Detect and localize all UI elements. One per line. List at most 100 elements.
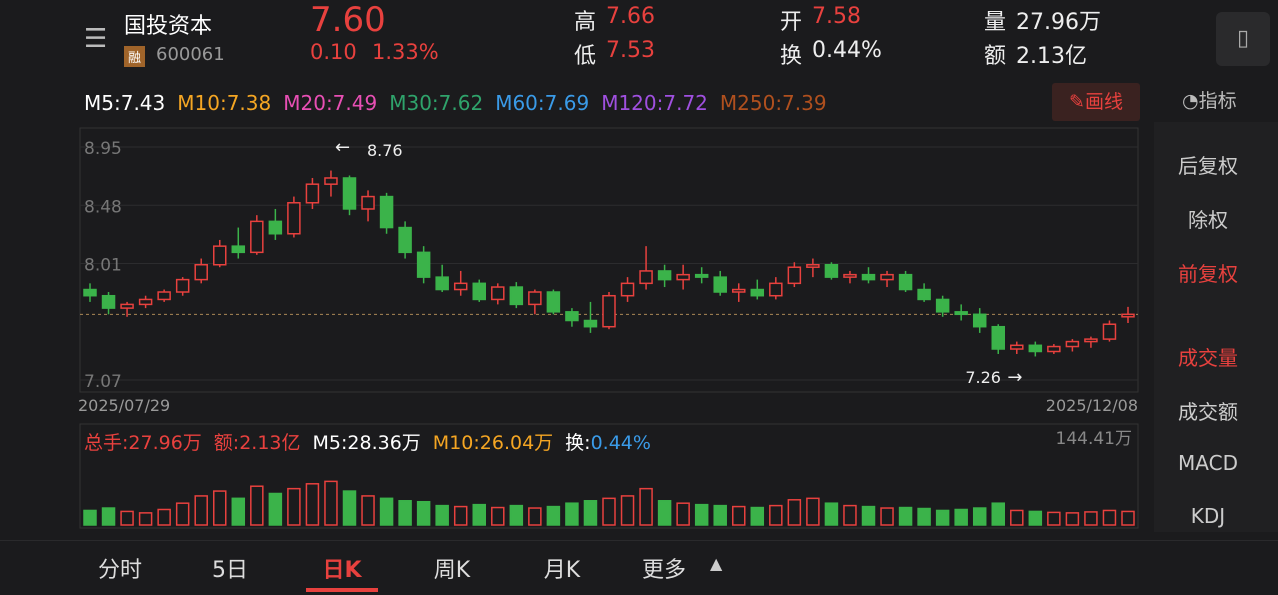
volume-bar bbox=[1028, 510, 1043, 526]
candle-body bbox=[1028, 344, 1043, 353]
stat-label: 量 bbox=[984, 10, 1007, 35]
side-item[interactable]: 前复权 bbox=[1178, 262, 1238, 286]
candle-body bbox=[657, 270, 672, 281]
candle-body bbox=[416, 251, 431, 278]
indicator[interactable]: ◔指标 bbox=[1182, 90, 1237, 112]
ma-item: M250:7.39 bbox=[719, 91, 827, 115]
volume-bar bbox=[398, 500, 412, 526]
tab[interactable]: 周K bbox=[433, 558, 471, 583]
candle-body bbox=[880, 273, 894, 281]
volume-bar bbox=[361, 495, 375, 526]
candle-body bbox=[713, 276, 727, 293]
volume-bar bbox=[435, 504, 449, 526]
candle-body bbox=[861, 273, 876, 281]
code: 600061 bbox=[156, 44, 225, 65]
tab[interactable]: 月K bbox=[543, 558, 581, 583]
candle-body bbox=[361, 195, 375, 210]
tab-bar bbox=[0, 540, 1278, 595]
side-item[interactable]: 成交额 bbox=[1178, 400, 1238, 424]
ma-legend: M5:7.43 M10:7.38 M20:7.49 M30:7.62 M60:7.69 M… bbox=[84, 91, 839, 115]
volume-bar bbox=[732, 505, 746, 526]
volume-bar bbox=[509, 504, 524, 526]
volume-legend-item: M10:26.04万 bbox=[432, 432, 554, 454]
ma-item: M60:7.69 bbox=[495, 91, 590, 115]
candle-body bbox=[83, 288, 97, 297]
candle-body bbox=[769, 282, 783, 297]
volume-bar bbox=[583, 500, 598, 526]
stat-label: 高 bbox=[574, 10, 597, 35]
chart: 8.95 8.48 8.01 7.07 8.76 ← 7.26 → 2025/07/29 2025… bbox=[78, 127, 1139, 529]
volume-bar bbox=[1065, 512, 1080, 526]
draw-label: 画线 bbox=[1084, 91, 1123, 113]
stat-value: 7.58 bbox=[812, 4, 861, 29]
menu-icon[interactable]: ☰ bbox=[84, 24, 108, 54]
volume-bar bbox=[991, 502, 1005, 526]
y-tick-label: 8.48 bbox=[84, 197, 122, 217]
candle-body bbox=[194, 263, 208, 281]
candle-body bbox=[954, 311, 968, 316]
volume-legend-item: 额:2.13亿 bbox=[213, 432, 301, 454]
y-tick-label: 7.07 bbox=[84, 372, 122, 392]
ma-item: M30:7.62 bbox=[389, 91, 484, 115]
candle-body bbox=[268, 220, 283, 235]
volume-bar bbox=[213, 490, 227, 526]
y-tick-label: 8.01 bbox=[84, 256, 122, 276]
volume-legend-item: 0.44% bbox=[590, 432, 651, 454]
tab[interactable]: 日K bbox=[322, 558, 362, 583]
stat-label: 低 bbox=[574, 44, 597, 69]
candle-body bbox=[101, 294, 116, 309]
candle-body bbox=[1047, 345, 1061, 353]
candle-body bbox=[732, 288, 746, 293]
volume-legend-item: 换: bbox=[565, 432, 591, 454]
side-item[interactable]: 成交量 bbox=[1178, 346, 1238, 370]
candle-body bbox=[917, 288, 931, 301]
candle-body bbox=[175, 278, 190, 293]
stat-value: 7.53 bbox=[606, 38, 655, 63]
volume-bar bbox=[917, 507, 931, 526]
ma-item: M20:7.49 bbox=[283, 91, 378, 115]
volume-bar bbox=[101, 507, 116, 526]
indicator-label: 指标 bbox=[1198, 90, 1237, 112]
tab[interactable]: 5日 bbox=[212, 558, 248, 583]
volume-bar bbox=[676, 502, 690, 526]
volume-bar bbox=[843, 504, 857, 526]
candle-body bbox=[231, 245, 246, 254]
candle-body bbox=[398, 226, 412, 254]
volume-bar bbox=[175, 502, 190, 526]
side-item[interactable]: MACD bbox=[1178, 451, 1238, 475]
tab[interactable]: 分时 bbox=[97, 558, 142, 583]
volume-bar bbox=[1084, 511, 1098, 526]
side-item[interactable]: 除权 bbox=[1188, 208, 1228, 232]
stat-label: 换 bbox=[780, 44, 803, 69]
ma-item: M120:7.72 bbox=[601, 91, 708, 115]
device-button[interactable]: ▯ bbox=[1216, 12, 1270, 66]
volume-bar bbox=[287, 487, 301, 526]
side-item[interactable]: KDJ bbox=[1190, 504, 1226, 528]
candle-body bbox=[565, 311, 579, 322]
volume-bar bbox=[824, 502, 839, 526]
candle-body bbox=[120, 303, 134, 309]
candle-body bbox=[898, 273, 913, 291]
candle-body bbox=[843, 273, 857, 278]
volume-bar bbox=[416, 500, 431, 526]
volume-bar bbox=[657, 500, 672, 526]
volume-bar bbox=[565, 502, 579, 526]
volume-bar bbox=[157, 508, 171, 526]
y-tick-label: 8.95 bbox=[84, 139, 122, 159]
side-item[interactable]: 后复权 bbox=[1178, 154, 1238, 178]
tab[interactable]: 更多 bbox=[641, 558, 686, 583]
change: 0.10 bbox=[310, 40, 357, 64]
more-arrow[interactable]: ▲ bbox=[710, 554, 723, 573]
tag: 融 bbox=[124, 46, 146, 67]
volume-bar bbox=[806, 497, 820, 526]
high-arrow: ← bbox=[335, 137, 350, 158]
volume-bar bbox=[324, 480, 338, 526]
price: 7.60 bbox=[310, 0, 386, 40]
candle-body bbox=[1084, 338, 1098, 343]
candle-body bbox=[546, 291, 561, 313]
side-menu: 后复权除权前复权成交量成交额 MACD KDJ bbox=[1154, 122, 1278, 532]
draw-button[interactable]: ✎画线 bbox=[1052, 83, 1140, 121]
volume-bar bbox=[639, 487, 653, 526]
volume-bar bbox=[750, 506, 765, 526]
candle-body bbox=[991, 325, 1005, 350]
